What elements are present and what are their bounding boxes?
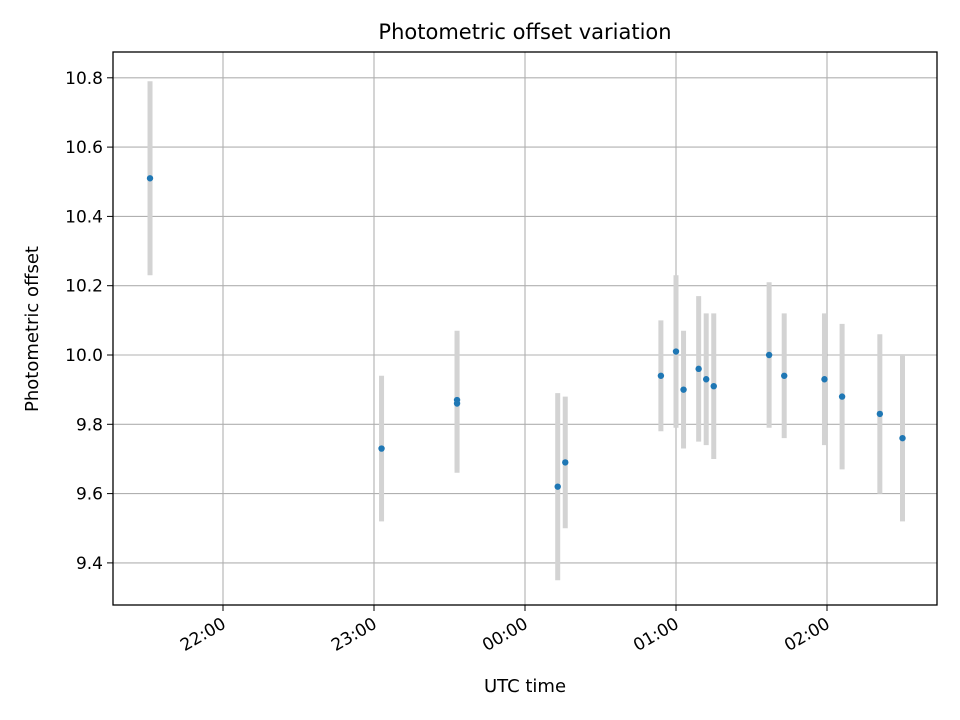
data-point: [453, 400, 461, 407]
data-point: [838, 393, 846, 400]
data-point: [146, 175, 154, 182]
x-tick-label: 00:00: [479, 614, 531, 656]
y-tick-label: 9.6: [76, 485, 103, 505]
chart-title: Photometric offset variation: [378, 20, 671, 44]
data-point: [821, 376, 828, 383]
x-axis-label: UTC time: [484, 676, 566, 697]
x-tick-label: 23:00: [328, 614, 380, 656]
y-tick-label: 10.4: [65, 207, 103, 227]
data-point: [672, 348, 680, 355]
data-point: [781, 372, 788, 379]
error-bars: [147, 81, 905, 581]
data-point: [378, 445, 385, 452]
y-tick-label: 10.8: [65, 69, 103, 89]
data-point: [695, 365, 702, 373]
plot-frame: [112, 51, 938, 606]
data-point: [710, 382, 717, 390]
data-point: [680, 386, 687, 393]
x-axis-ticks: 22:00 23:00 00:00 01:00 02:00: [177, 605, 834, 656]
data-point: [899, 434, 906, 442]
x-tick-label: 01:00: [630, 614, 682, 656]
data-point: [703, 376, 710, 383]
data-point: [562, 459, 569, 466]
data-points: [146, 175, 906, 490]
data-point: [876, 410, 884, 418]
y-axis-ticks: 9.4 9.6 9.8 10.0 10.2 10.4 10.6 10.8: [65, 69, 113, 574]
y-tick-label: 10.6: [65, 138, 103, 158]
data-point: [765, 351, 773, 359]
data-point: [657, 372, 665, 379]
y-tick-label: 9.8: [76, 415, 103, 435]
grid: [113, 52, 937, 605]
x-tick-label: 02:00: [781, 614, 833, 656]
x-tick-label: 22:00: [177, 614, 229, 656]
y-tick-label: 10.0: [65, 346, 103, 366]
data-point: [554, 483, 561, 490]
y-tick-label: 10.2: [65, 277, 103, 297]
y-axis-label: Photometric offset: [22, 246, 43, 412]
y-tick-label: 9.4: [76, 554, 103, 574]
